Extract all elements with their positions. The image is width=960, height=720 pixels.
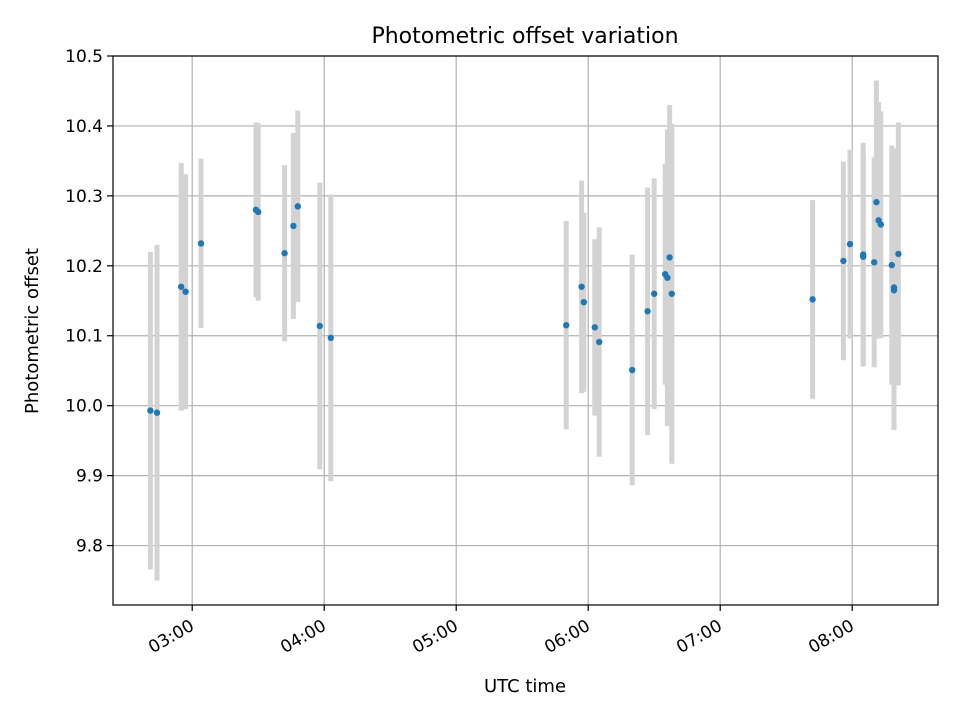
x-tick-label: 06:00: [541, 616, 593, 658]
data-point: [668, 290, 675, 297]
x-tick-label: 08:00: [805, 616, 857, 658]
y-tick-label: 10.0: [65, 397, 103, 417]
data-point: [846, 240, 854, 248]
y-tick-label: 10.1: [65, 327, 103, 347]
x-tick-label: 07:00: [673, 616, 725, 658]
data-point: [327, 334, 334, 342]
data-point: [664, 274, 671, 281]
y-tick-label: 9.9: [76, 467, 103, 487]
y-axis-ticks: 9.8 9.9 10.0 10.1 10.2 10.3 10.4 10.5: [65, 47, 113, 557]
x-tick-label: 03:00: [145, 616, 197, 658]
x-tick-label: 05:00: [409, 616, 461, 658]
data-point: [294, 203, 301, 210]
data-point: [197, 240, 205, 247]
data-point: [290, 222, 297, 230]
y-axis-label: Photometric offset: [22, 248, 43, 414]
data-point: [596, 338, 603, 346]
data-point: [316, 322, 323, 330]
data-point: [666, 254, 673, 261]
data-point: [178, 283, 185, 290]
y-tick-label: 10.4: [65, 117, 103, 137]
x-axis-ticks: 03:00 04:00 05:00 06:00 07:00 08:00: [145, 605, 858, 658]
data-point: [580, 298, 587, 306]
data-point: [888, 261, 895, 269]
data-point: [860, 253, 867, 260]
data-point: [563, 322, 570, 329]
data-point: [871, 259, 878, 266]
data-point: [255, 208, 262, 216]
data-point: [651, 290, 658, 297]
x-tick-label: 04:00: [277, 616, 329, 658]
y-tick-label: 9.8: [76, 537, 103, 557]
data-points: [147, 198, 902, 416]
data-point: [281, 250, 288, 257]
data-point: [890, 284, 898, 291]
data-point: [591, 324, 598, 331]
data-point: [895, 250, 902, 258]
data-point: [153, 409, 161, 416]
y-tick-label: 10.5: [65, 47, 103, 67]
data-point: [877, 221, 884, 228]
chart-title: Photometric offset variation: [371, 24, 678, 49]
data-point: [578, 283, 585, 290]
error-bars: [147, 80, 901, 581]
plot-frame: [112, 55, 939, 606]
y-tick-label: 10.3: [65, 187, 103, 207]
data-point: [873, 198, 880, 206]
data-point: [182, 288, 189, 295]
x-axis-label: UTC time: [484, 676, 566, 697]
data-point: [644, 308, 651, 315]
y-tick-label: 10.2: [65, 257, 103, 277]
data-point: [629, 366, 636, 374]
data-point: [840, 257, 847, 265]
data-point: [147, 407, 154, 414]
data-point: [809, 296, 816, 303]
